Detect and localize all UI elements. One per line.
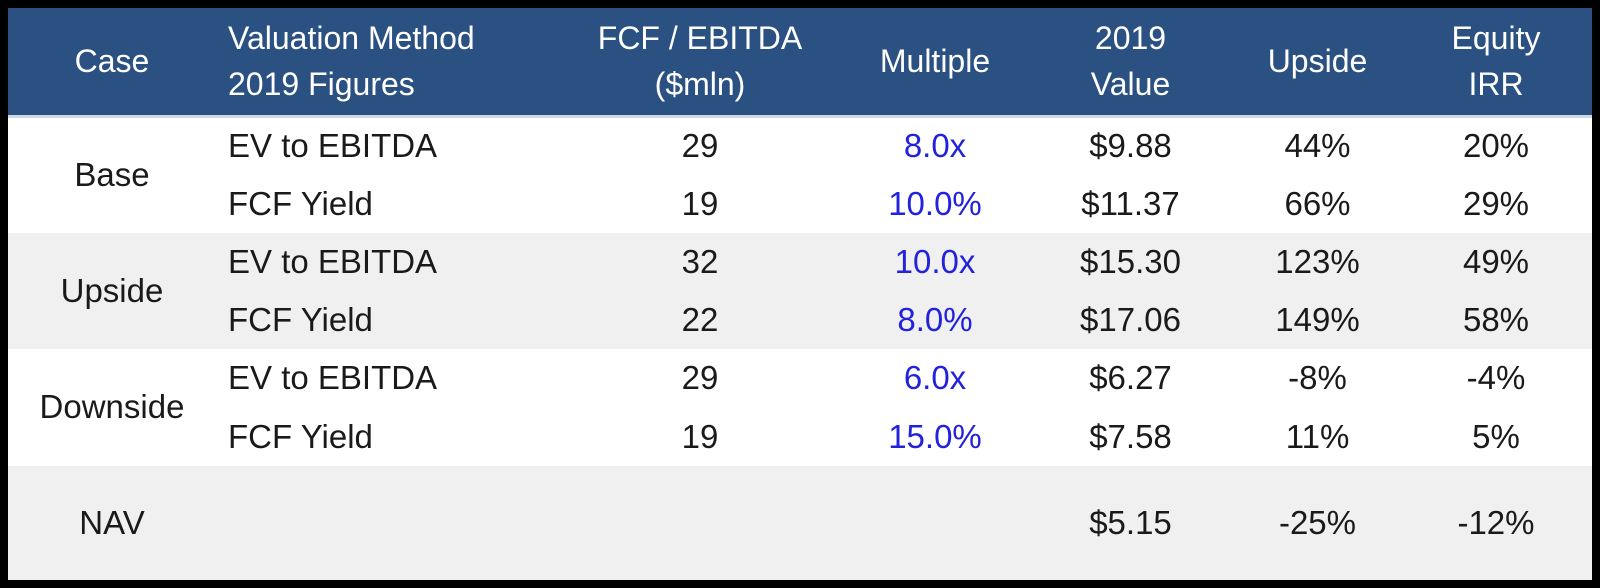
column-header-value-line2: Value: [1090, 65, 1171, 102]
upside-cell: 44%: [1235, 116, 1400, 175]
header-row: Case Valuation Method 2019 Figures FCF /…: [8, 8, 1592, 118]
irr-cell: 58%: [1400, 291, 1592, 350]
case-label-downside: Downside: [8, 349, 216, 466]
value-cell: $9.88: [1026, 116, 1235, 175]
fcf-cell: 32: [556, 232, 844, 292]
column-header-upside-label: Upside: [1267, 42, 1368, 79]
column-header-method-line1: Valuation Method: [228, 20, 475, 57]
upside-cell: 123%: [1235, 232, 1400, 292]
multiple-cell: 8.0%: [844, 291, 1026, 350]
irr-cell: -4%: [1400, 349, 1592, 408]
column-header-case-label: Case: [74, 42, 150, 79]
value-cell: $5.15: [1026, 465, 1235, 580]
table-row-base-ev-ebitda: Base EV to EBITDA 29 8.0x $9.88 44% 20%: [8, 116, 1592, 233]
column-header-multiple: Multiple: [844, 8, 1026, 118]
column-header-multiple-label: Multiple: [879, 42, 991, 79]
table-row-base-fcf-yield: FCF Yield 19 10.0% $11.37 66% 29%: [8, 174, 1592, 233]
value-cell: $7.58: [1026, 407, 1235, 466]
fcf-cell: 19: [556, 407, 844, 466]
value-cell: $6.27: [1026, 349, 1235, 408]
column-header-method-line2: 2019 Figures: [228, 65, 415, 102]
irr-cell: 5%: [1400, 407, 1592, 466]
fcf-cell: 29: [556, 116, 844, 175]
column-header-case: Case: [8, 8, 216, 118]
column-header-equity-irr: Equity IRR: [1400, 8, 1592, 118]
table-row-upside-fcf-yield: FCF Yield 22 8.0% $17.06 149% 58%: [8, 291, 1592, 350]
multiple-cell: 10.0x: [844, 232, 1026, 292]
table-row-downside-ev-ebitda: Downside EV to EBITDA 29 6.0x $6.27 -8% …: [8, 349, 1592, 466]
fcf-cell: 22: [556, 291, 844, 350]
upside-cell: -8%: [1235, 349, 1400, 408]
method-cell: EV to EBITDA: [216, 349, 556, 408]
fcf-cell: [556, 465, 844, 580]
table-row-downside-fcf-yield: FCF Yield 19 15.0% $7.58 11% 5%: [8, 407, 1592, 466]
method-cell: [216, 465, 556, 580]
fcf-cell: 29: [556, 349, 844, 408]
column-header-irr-line1: Equity: [1451, 20, 1541, 57]
method-cell: EV to EBITDA: [216, 116, 556, 175]
table-row-upside-ev-ebitda: Upside EV to EBITDA 32 10.0x $15.30 123%…: [8, 232, 1592, 350]
irr-cell: 49%: [1400, 232, 1592, 292]
value-cell: $17.06: [1026, 291, 1235, 350]
table-header: Case Valuation Method 2019 Figures FCF /…: [8, 8, 1592, 118]
multiple-cell: 15.0%: [844, 407, 1026, 466]
method-cell: FCF Yield: [216, 174, 556, 233]
column-header-fcf-line2: ($mln): [654, 65, 746, 102]
value-cell: $15.30: [1026, 232, 1235, 292]
method-cell: EV to EBITDA: [216, 232, 556, 292]
column-header-value-line1: 2019: [1094, 20, 1167, 57]
fcf-cell: 19: [556, 174, 844, 233]
multiple-cell: 10.0%: [844, 174, 1026, 233]
case-label-base: Base: [8, 116, 216, 233]
column-header-upside: Upside: [1235, 8, 1400, 118]
upside-cell: 11%: [1235, 407, 1400, 466]
column-header-irr-line2: IRR: [1468, 65, 1524, 102]
column-header-valuation-method: Valuation Method 2019 Figures: [216, 8, 556, 118]
upside-cell: -25%: [1235, 465, 1400, 580]
valuation-table-frame: Case Valuation Method 2019 Figures FCF /…: [8, 8, 1592, 580]
irr-cell: 29%: [1400, 174, 1592, 233]
table-row-nav: NAV $5.15 -25% -12%: [8, 465, 1592, 580]
case-label-nav: NAV: [8, 465, 216, 580]
irr-cell: 20%: [1400, 116, 1592, 175]
irr-cell: -12%: [1400, 465, 1592, 580]
valuation-table: Case Valuation Method 2019 Figures FCF /…: [8, 8, 1592, 580]
case-label-upside: Upside: [8, 232, 216, 350]
multiple-cell: [844, 465, 1026, 580]
table-body: Base EV to EBITDA 29 8.0x $9.88 44% 20% …: [8, 116, 1592, 580]
method-cell: FCF Yield: [216, 291, 556, 350]
column-header-fcf-ebitda: FCF / EBITDA ($mln): [556, 8, 844, 118]
multiple-cell: 6.0x: [844, 349, 1026, 408]
column-header-2019-value: 2019 Value: [1026, 8, 1235, 118]
value-cell: $11.37: [1026, 174, 1235, 233]
upside-cell: 149%: [1235, 291, 1400, 350]
column-header-fcf-line1: FCF / EBITDA: [597, 20, 803, 57]
upside-cell: 66%: [1235, 174, 1400, 233]
method-cell: FCF Yield: [216, 407, 556, 466]
multiple-cell: 8.0x: [844, 116, 1026, 175]
